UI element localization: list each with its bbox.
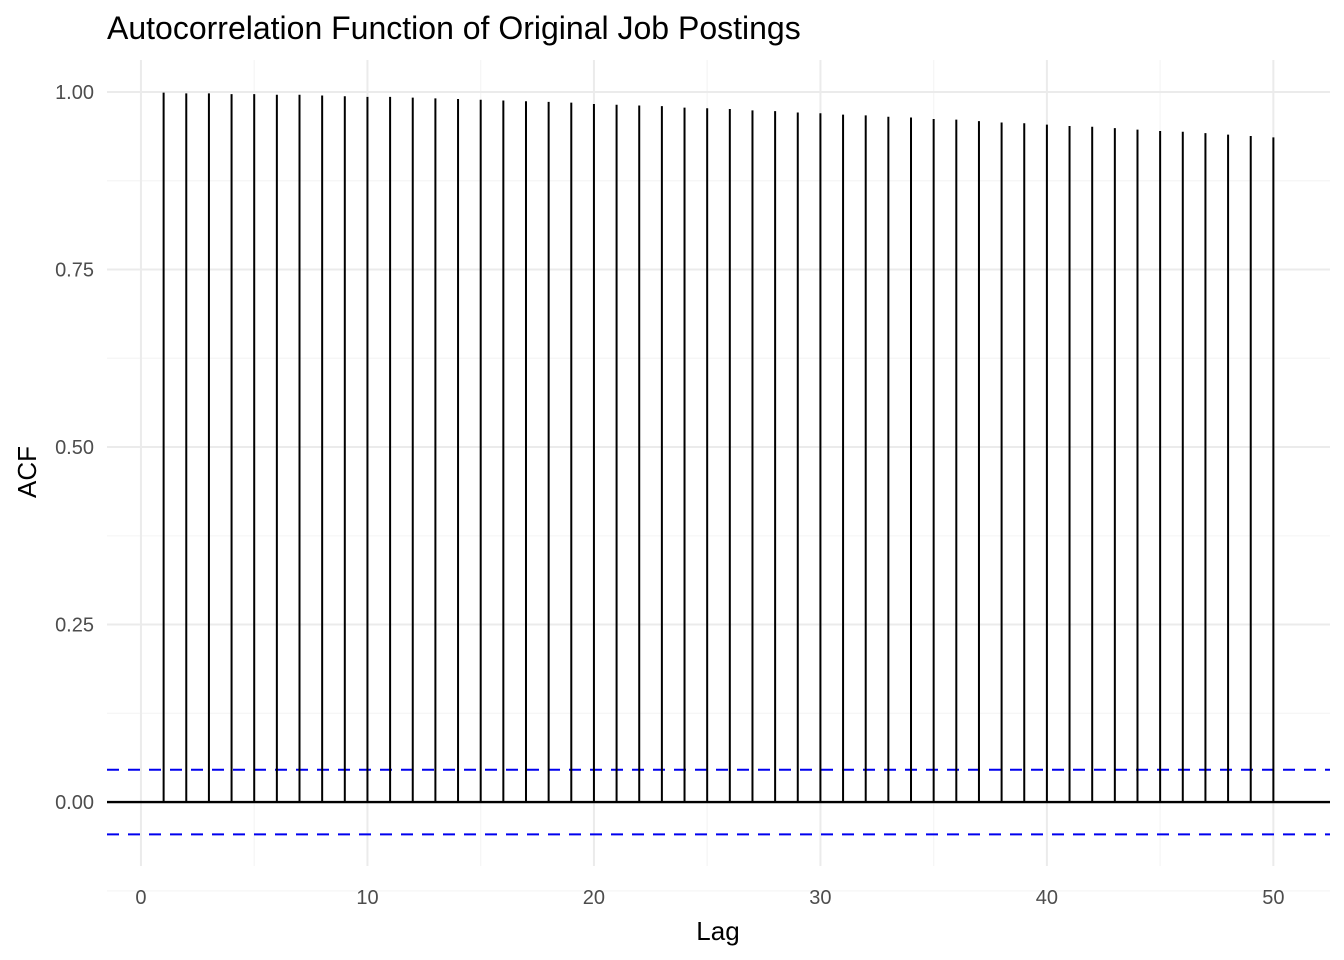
x-tick-label: 50 xyxy=(1262,887,1284,909)
y-tick-label: 0.25 xyxy=(55,615,94,637)
x-axis-ticks: 0 10 20 30 40 50 xyxy=(135,887,1284,909)
confidence-bounds xyxy=(107,768,1330,836)
x-tick-label: 0 xyxy=(135,887,146,909)
acf-stems xyxy=(162,92,1275,803)
y-axis-title: ACF xyxy=(12,446,42,498)
y-tick-label: 0.50 xyxy=(55,437,94,459)
chart-title: Autocorrelation Function of Original Job… xyxy=(107,10,801,46)
x-tick-label: 30 xyxy=(809,887,831,909)
y-tick-label: 1.00 xyxy=(55,82,94,104)
grid xyxy=(107,60,1330,892)
x-tick-label: 40 xyxy=(1036,887,1058,909)
x-tick-label: 10 xyxy=(356,887,378,909)
y-axis-ticks: 0.00 0.25 0.50 0.75 1.00 xyxy=(55,82,94,814)
y-tick-label: 0.75 xyxy=(55,259,94,281)
x-tick-label: 20 xyxy=(583,887,605,909)
x-axis-title: Lag xyxy=(696,916,739,946)
y-tick-label: 0.00 xyxy=(55,792,94,814)
